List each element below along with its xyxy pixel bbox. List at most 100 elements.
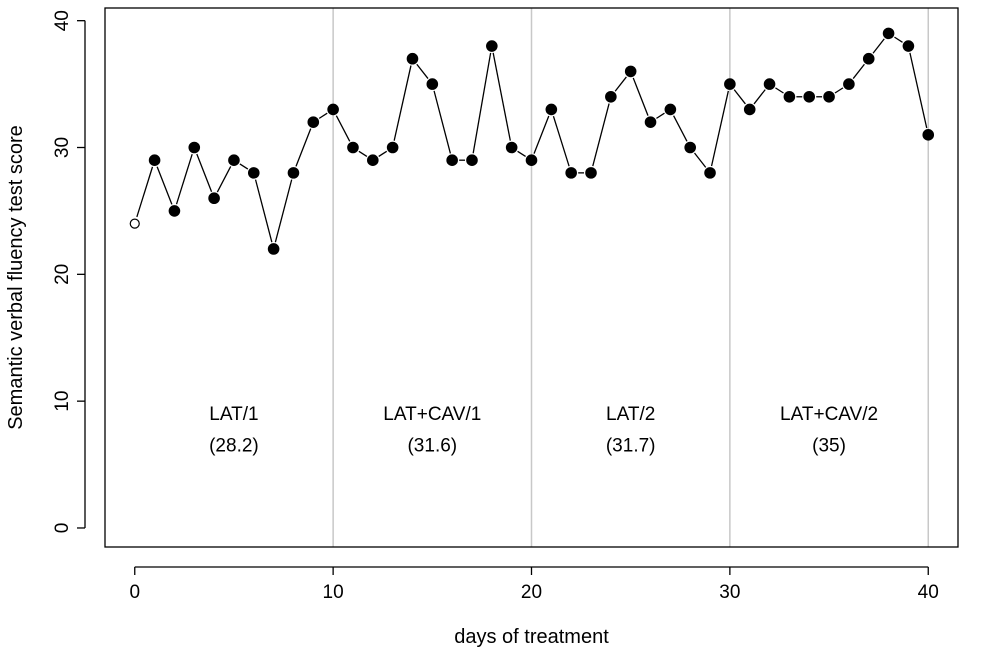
x-axis: 0 10 20 30 40 <box>129 566 939 603</box>
line-segment-3-4 <box>196 153 213 192</box>
data-point-day-1 <box>148 154 161 166</box>
y-tick-label-20: 20 <box>52 264 73 285</box>
x-tick-label-10: 10 <box>323 582 344 603</box>
line-segment-1-2 <box>156 166 173 205</box>
data-points <box>129 27 935 255</box>
line-segment-36-37 <box>852 63 865 79</box>
line-segment-12-13 <box>378 150 388 157</box>
line-segment-15-16 <box>433 90 452 154</box>
data-point-day-26 <box>644 116 657 128</box>
y-axis-title: Semantic verbal fluency test score <box>5 125 27 430</box>
series-line <box>136 36 928 243</box>
data-point-day-11 <box>347 141 359 154</box>
data-point-day-25 <box>624 65 637 78</box>
line-segment-21-22 <box>552 115 570 167</box>
data-point-day-35 <box>823 90 835 103</box>
x-tick-label-40: 40 <box>918 582 939 603</box>
line-segment-6-7 <box>254 179 273 243</box>
data-point-day-15 <box>426 78 439 90</box>
line-segment-2-3 <box>175 153 193 205</box>
data-point-day-29 <box>704 167 716 179</box>
line-segment-9-10 <box>318 112 328 119</box>
data-point-day-9 <box>307 116 320 128</box>
line-segment-4-5 <box>216 166 232 193</box>
data-point-day-20 <box>525 154 538 166</box>
data-point-day-13 <box>386 141 399 154</box>
line-segment-38-39 <box>894 36 903 43</box>
data-point-day-21 <box>545 103 558 116</box>
data-point-day-12 <box>367 154 379 166</box>
line-segment-25-26 <box>632 77 649 116</box>
x-tick-label-0: 0 <box>129 582 140 603</box>
line-segment-39-40 <box>909 52 928 129</box>
phase-label-4: LAT+CAV/2 <box>780 404 878 425</box>
data-point-day-32 <box>763 78 776 90</box>
phase-label-2: LAT+CAV/1 <box>383 404 481 425</box>
data-point-day-38 <box>882 27 895 40</box>
phase-mean-4: (35) <box>812 436 846 457</box>
y-tick-label-40: 40 <box>52 10 73 31</box>
line-segment-32-33 <box>775 87 784 94</box>
data-point-day-34 <box>803 90 816 103</box>
y-tick-label-30: 30 <box>52 137 73 158</box>
line-segment-27-28 <box>673 115 688 142</box>
plot-frame <box>104 7 959 548</box>
y-tick-label-0: 0 <box>52 523 73 534</box>
data-point-day-31 <box>743 103 756 116</box>
data-point-day-28 <box>684 141 696 154</box>
data-point-day-7 <box>267 243 280 255</box>
line-segment-28-29 <box>693 152 707 168</box>
data-point-day-30 <box>724 78 736 90</box>
line-segment-17-18 <box>472 52 492 154</box>
line-segment-13-14 <box>393 65 412 141</box>
line-segment-26-27 <box>656 112 665 119</box>
data-point-day-14 <box>406 52 419 65</box>
phase-mean-2: (31.6) <box>407 436 457 457</box>
phase-mean-1: (28.2) <box>209 436 259 457</box>
line-segment-30-31 <box>733 89 746 105</box>
line-segment-10-11 <box>335 115 351 142</box>
data-point-day-16 <box>446 154 458 166</box>
line-segment-37-38 <box>872 38 885 54</box>
data-point-day-18 <box>486 40 498 52</box>
data-point-day-27 <box>664 103 677 116</box>
line-segment-20-21 <box>533 115 550 154</box>
line-segment-19-20 <box>517 150 526 157</box>
data-point-day-8 <box>287 167 300 179</box>
line-segment-5-6 <box>239 163 249 170</box>
line-segment-23-24 <box>592 103 610 167</box>
phase-label-1: LAT/1 <box>209 404 258 425</box>
x-tick-label-20: 20 <box>521 582 542 603</box>
data-point-day-3 <box>188 141 201 154</box>
x-axis-title: days of treatment <box>454 626 609 648</box>
phase-label-3: LAT/2 <box>606 404 655 425</box>
baseline-point <box>129 218 140 229</box>
data-point-day-33 <box>783 90 796 103</box>
phase-labels: LAT/1 (28.2) LAT+CAV/1 (31.6) LAT/2 (31.7) LAT… <box>209 404 878 457</box>
data-point-day-23 <box>585 167 597 179</box>
data-point-day-10 <box>327 103 339 116</box>
line-segment-18-19 <box>492 52 511 141</box>
line-segment-14-15 <box>416 63 429 79</box>
line-segment-24-25 <box>614 76 627 92</box>
line-segment-29-30 <box>710 90 729 167</box>
phase-mean-3: (31.7) <box>606 436 656 457</box>
data-point-day-19 <box>505 141 518 154</box>
data-point-day-2 <box>168 205 181 217</box>
data-point-day-22 <box>565 167 577 179</box>
line-segment-7-8 <box>274 179 293 243</box>
data-point-day-40 <box>922 129 935 141</box>
data-point-day-36 <box>843 78 855 90</box>
data-point-day-5 <box>228 154 240 166</box>
line-segment-11-12 <box>358 150 368 157</box>
x-tick-label-30: 30 <box>719 582 740 603</box>
data-point-day-39 <box>902 40 915 52</box>
data-point-day-17 <box>466 154 478 166</box>
line-segment-35-36 <box>834 87 844 94</box>
line-segment-8-9 <box>295 128 312 167</box>
line-segment-31-32 <box>753 89 766 105</box>
data-point-day-37 <box>862 52 875 65</box>
data-point-day-24 <box>605 90 617 103</box>
line-segment-0-1 <box>136 166 154 218</box>
